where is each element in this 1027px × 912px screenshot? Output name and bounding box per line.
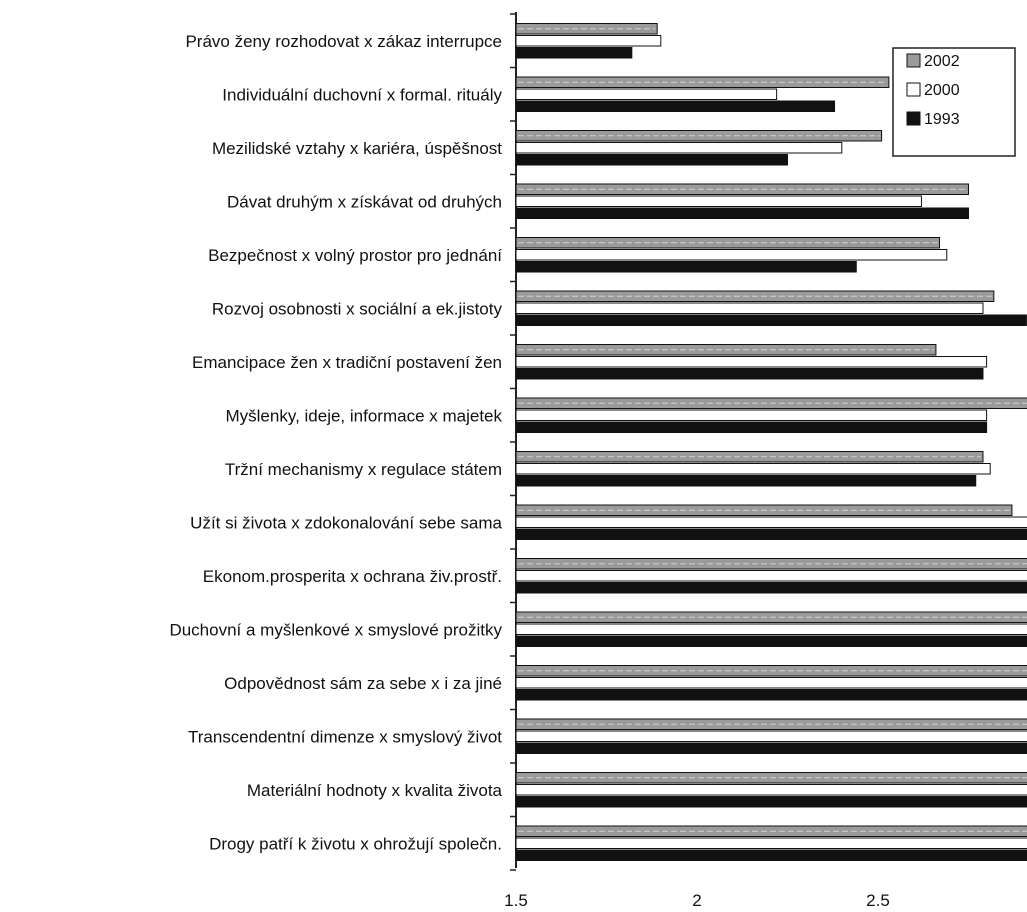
bar-2000 — [515, 356, 988, 368]
bar-2000 — [515, 88, 778, 100]
bar-2000 — [515, 837, 1027, 849]
bar-1993 — [515, 261, 857, 273]
category-label: Emancipace žen x tradiční postavení žen — [192, 353, 502, 372]
legend: 2002 2000 1993 — [892, 47, 1016, 157]
bar-1993 — [515, 314, 1027, 326]
category-label: Užít si života x zdokonalování sebe sama — [190, 513, 502, 532]
axes — [510, 12, 517, 871]
category-label: Individuální duchovní x formal. rituály — [222, 85, 502, 104]
bar-2000 — [515, 249, 948, 261]
bar-2000 — [515, 623, 1027, 635]
legend-swatch-2000 — [906, 82, 921, 97]
category-label: Tržní mechanismy x regulace státem — [225, 460, 502, 479]
category-label: Mezilidské vztahy x kariéra, úspěšnost — [212, 139, 502, 158]
x-tick-label: 1.5 — [504, 891, 528, 910]
bar-2000 — [515, 677, 1027, 689]
bar-2000 — [515, 409, 988, 421]
legend-label-2000: 2000 — [924, 82, 960, 99]
x-tick-label: 2.5 — [866, 891, 890, 910]
category-label: Právo ženy rozhodovat x zákaz interrupce — [185, 32, 502, 51]
bar-1993 — [515, 475, 977, 487]
bar-2000 — [515, 730, 1027, 742]
bar-1993 — [515, 154, 788, 166]
category-label: Rozvoj osobnosti x sociální a ek.jistoty — [212, 299, 503, 318]
legend-swatch-1993 — [906, 111, 921, 126]
legend-label-2002: 2002 — [924, 53, 960, 70]
legend-swatch-2002 — [906, 53, 921, 68]
bar-2000 — [515, 784, 1027, 796]
bar-1993 — [515, 689, 1027, 701]
bar-2000 — [515, 142, 843, 154]
bar-2000 — [515, 516, 1027, 528]
x-tick-label: 2 — [692, 891, 701, 910]
bar-1993 — [515, 742, 1027, 754]
category-label: Ekonom.prosperita x ochrana živ.prostř. — [203, 567, 502, 586]
bar-1993 — [515, 421, 988, 433]
legend-label-1993: 1993 — [924, 111, 960, 128]
bar-1993 — [515, 47, 633, 59]
bar-1993 — [515, 368, 984, 380]
bar-2000 — [515, 570, 1027, 582]
bar-1993 — [515, 100, 836, 112]
category-label: Myšlenky, ideje, informace x majetek — [225, 406, 502, 425]
bar-2000 — [515, 35, 662, 47]
bar-1993 — [515, 528, 1027, 540]
category-label: Bezpečnost x volný prostor pro jednání — [208, 246, 502, 265]
bar-1993 — [515, 635, 1027, 647]
bar-2000 — [515, 195, 922, 207]
bar-2000 — [515, 463, 991, 475]
bar-2000 — [515, 302, 984, 314]
category-label: Odpovědnost sám za sebe x i za jiné — [224, 674, 502, 693]
bar-2002 — [515, 183, 969, 195]
category-labels: Právo ženy rozhodovat x zákaz interrupce… — [169, 32, 502, 854]
bar-2002 — [515, 451, 984, 463]
x-tick-labels: 1.522.533.54 — [504, 891, 890, 910]
category-label: Duchovní a myšlenkové x smyslové prožitk… — [169, 620, 502, 639]
category-label: Transcendentní dimenze x smyslový život — [188, 727, 502, 746]
category-label: Dávat druhým x získávat od druhých — [227, 192, 502, 211]
bars — [515, 23, 1027, 861]
bar-1993 — [515, 849, 1027, 861]
bar-1993 — [515, 796, 1027, 808]
bar-1993 — [515, 582, 1027, 594]
category-label: Materiální hodnoty x kvalita života — [247, 781, 503, 800]
bar-1993 — [515, 207, 969, 219]
category-label: Drogy patří k životu x ohrožují společn. — [209, 834, 502, 853]
